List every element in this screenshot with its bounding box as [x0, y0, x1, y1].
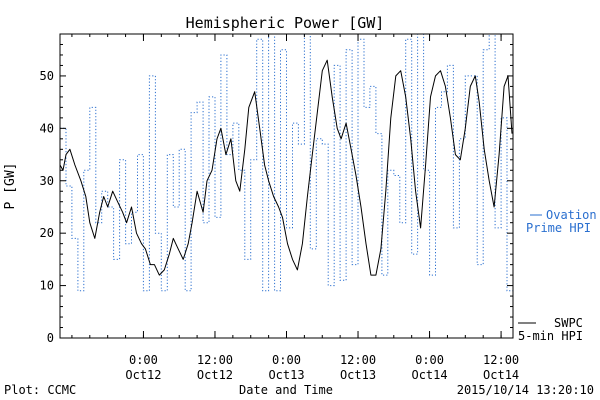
x-axis-label: Date and Time	[239, 383, 333, 397]
y-tick-label: 40	[40, 121, 54, 135]
y-tick-label: 10	[40, 279, 54, 293]
y-tick-label: 30	[40, 174, 54, 188]
y-tick-label: 0	[47, 331, 54, 345]
x-tick-label-date: Oct12	[197, 368, 233, 382]
legend-ovation: Ovation Prime HPI	[526, 208, 597, 235]
y-axis-label: P [GW]	[3, 163, 18, 210]
chart-title: Hemispheric Power [GW]	[186, 14, 385, 32]
x-tick-label-time: 0:00	[415, 353, 444, 367]
x-tick-label-time: 0:00	[272, 353, 301, 367]
x-tick-label-time: 12:00	[340, 353, 376, 367]
legend-swpc: SWPC 5-min HPI	[518, 316, 583, 343]
y-axis: 0 10 20 30 40 50	[40, 33, 513, 345]
series-swpc-line	[59, 59, 513, 276]
legend-ovation-label-line1: Ovation	[546, 208, 597, 222]
y-tick-label: 50	[40, 69, 54, 83]
legend-swpc-label-line2: 5-min HPI	[518, 329, 583, 343]
legend-ovation-label-line2: Prime HPI	[526, 221, 591, 235]
footer-timestamp: 2015/10/14 13:20:10	[457, 383, 594, 397]
footer-plot-credit: Plot: CCMC	[4, 383, 76, 397]
x-tick-label-time: 12:00	[197, 353, 233, 367]
series-ovation-prime-line	[60, 33, 513, 292]
x-tick-label-time: 12:00	[483, 353, 519, 367]
x-axis: 0:00Oct1212:00Oct120:00Oct1312:00Oct130:…	[71, 34, 519, 382]
x-tick-label-date: Oct13	[268, 368, 304, 382]
x-tick-label-time: 0:00	[129, 353, 158, 367]
legend-swpc-label-line1: SWPC	[554, 316, 583, 330]
x-tick-label-date: Oct12	[125, 368, 161, 382]
ovation-series-layer	[60, 33, 513, 292]
swpc-series-layer	[59, 59, 513, 276]
x-tick-label-date: Oct13	[340, 368, 376, 382]
y-tick-label: 20	[40, 226, 54, 240]
x-tick-label-date: Oct14	[411, 368, 447, 382]
x-tick-label-date: Oct14	[483, 368, 519, 382]
